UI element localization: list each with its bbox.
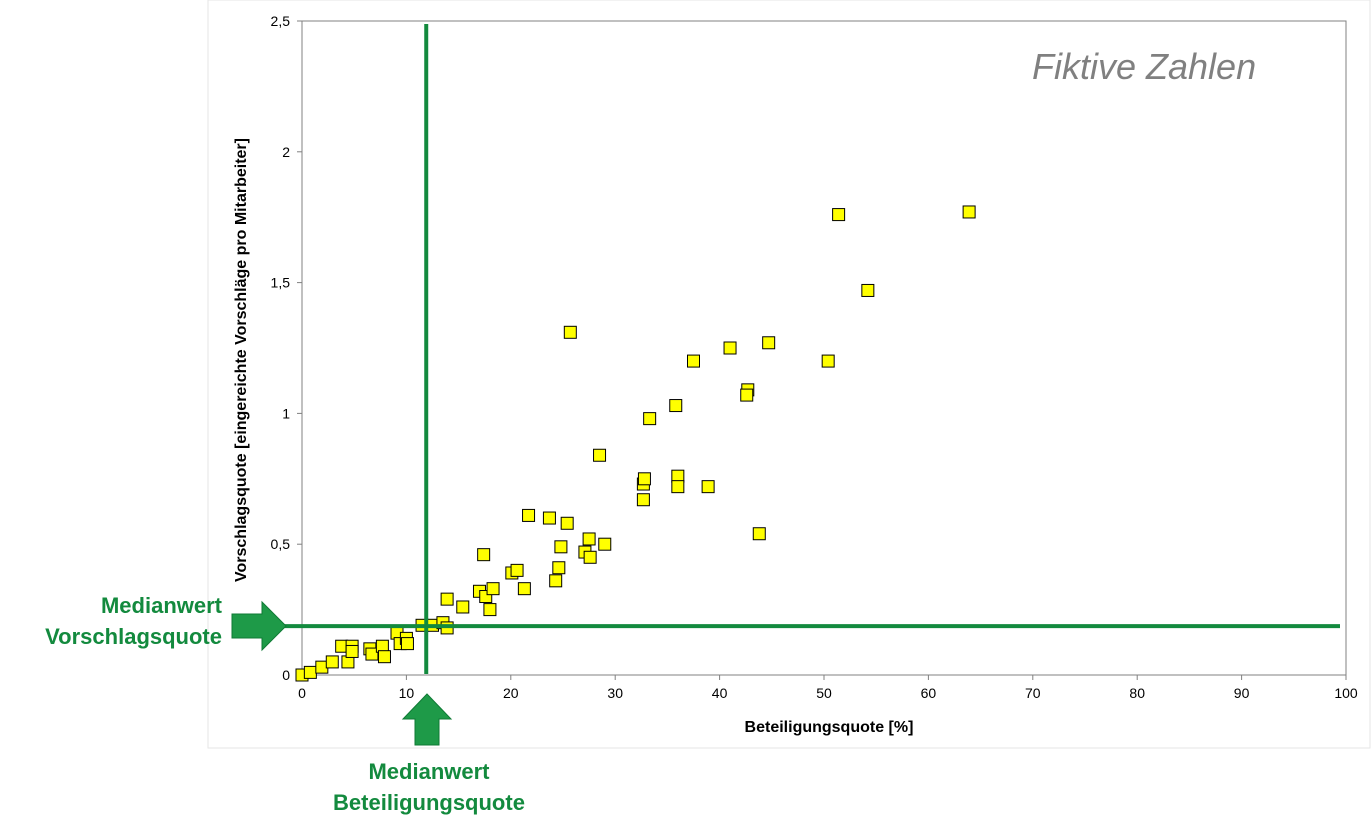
data-point	[440, 592, 454, 606]
x-tick-label: 50	[816, 685, 832, 701]
data-points	[295, 205, 976, 682]
y-tick-label: 1	[282, 405, 290, 421]
x-tick-label: 60	[921, 685, 937, 701]
data-point	[365, 647, 379, 661]
median-x-annotation-line2: Beteiligungsquote	[333, 790, 525, 815]
data-point	[554, 540, 568, 554]
median-lines	[280, 24, 1340, 674]
data-point	[752, 527, 766, 541]
arrow-right-icon	[231, 600, 287, 652]
data-point	[861, 283, 875, 297]
y-axis-title: Vorschlagsquote [eingereichte Vorschläge…	[233, 138, 250, 582]
data-point	[400, 637, 414, 651]
data-point	[552, 561, 566, 575]
x-tick-label: 100	[1334, 685, 1358, 701]
data-point	[510, 563, 524, 577]
x-tick-label: 20	[503, 685, 519, 701]
y-tick-label: 0	[282, 667, 290, 683]
y-tick-label: 1,5	[271, 275, 291, 291]
data-point	[560, 516, 574, 530]
data-point	[477, 548, 491, 562]
data-point	[687, 354, 700, 368]
median-x-annotation: Medianwert Beteiligungsquote	[300, 756, 558, 818]
data-point	[456, 600, 470, 614]
x-tick-label: 40	[712, 685, 728, 701]
data-point	[740, 388, 754, 402]
median-y-annotation-line1: Medianwert	[100, 593, 222, 618]
data-point	[701, 480, 715, 494]
data-point	[542, 511, 556, 525]
data-point	[637, 472, 651, 486]
x-tick-label: 90	[1234, 685, 1250, 701]
data-point	[593, 448, 607, 462]
watermark-label: Fiktive Zahlen	[1032, 46, 1257, 87]
y-tick-label: 2	[282, 144, 290, 160]
data-point	[723, 341, 737, 355]
y-tick-label: 2,5	[271, 13, 291, 29]
x-tick-label: 10	[399, 685, 415, 701]
data-point	[345, 644, 359, 658]
data-point	[582, 532, 596, 546]
data-point	[377, 650, 391, 664]
x-axis-title: Beteiligungsquote [%]	[745, 719, 914, 736]
x-tick-label: 80	[1129, 685, 1145, 701]
data-point	[583, 550, 597, 564]
data-point	[598, 537, 612, 551]
data-point	[549, 574, 563, 588]
arrow-up-icon	[401, 693, 453, 746]
x-tick-label: 0	[298, 685, 306, 701]
axes: 0 10 20 30 40 50 60 70 80 90 100 0 0,5 1 1,5 2 2,5	[271, 13, 1358, 701]
data-point	[563, 325, 577, 339]
plot-frame	[301, 20, 1347, 676]
chart-area-border	[207, 0, 1371, 749]
median-y-annotation: Medianwert Vorschlagsquote	[10, 590, 222, 652]
data-point	[517, 582, 531, 596]
data-point	[643, 412, 657, 426]
x-tick-label: 70	[1025, 685, 1041, 701]
data-point	[522, 508, 536, 522]
data-point	[669, 399, 683, 413]
data-point	[325, 655, 339, 669]
data-point	[962, 205, 976, 219]
data-point	[486, 582, 500, 596]
x-tick-label: 30	[607, 685, 623, 701]
median-x-annotation-line1: Medianwert	[368, 759, 490, 784]
data-point	[762, 336, 776, 350]
data-point	[483, 603, 497, 617]
data-point	[636, 493, 650, 507]
data-point	[821, 354, 835, 368]
data-point	[303, 665, 317, 679]
data-point	[671, 480, 685, 494]
data-point	[832, 208, 846, 222]
y-tick-label: 0,5	[271, 536, 291, 552]
median-y-annotation-line2: Vorschlagsquote	[45, 624, 222, 649]
